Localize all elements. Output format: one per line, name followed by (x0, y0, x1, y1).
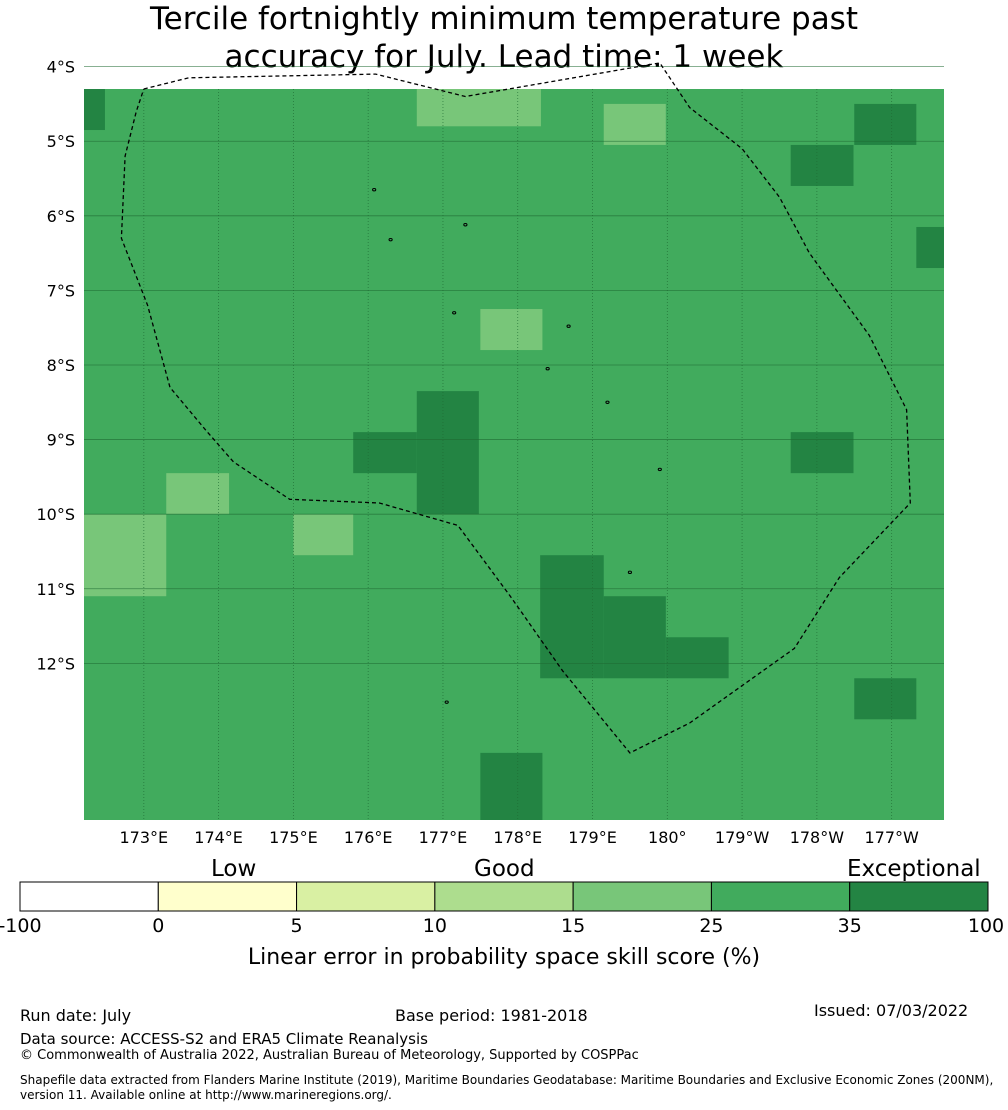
lon-tick-label: 175°E (269, 828, 318, 847)
skill-cell (790, 144, 854, 186)
skill-cell (480, 752, 543, 820)
skill-cell (84, 514, 167, 597)
skill-cell (790, 432, 854, 474)
lon-tick-label: 178°E (493, 828, 542, 847)
island (545, 367, 550, 371)
colorbar-label: Linear error in probability space skill … (247, 945, 761, 970)
skill-cell (854, 678, 917, 720)
island (452, 311, 457, 315)
data-source: Data source: ACCESS-S2 and ERA5 Climate … (20, 1030, 428, 1048)
skill-cell (480, 309, 543, 351)
skill-cell (603, 596, 666, 679)
colorbar-tick-label: 100 (967, 915, 1005, 937)
title-line-1: Tercile fortnightly minimum temperature … (150, 1, 858, 37)
lat-tick-label: 8°S (47, 356, 75, 375)
lon-tick-label: 178°W (790, 828, 845, 847)
lat-tick-label: 9°S (47, 431, 75, 450)
eez-line (120, 62, 911, 754)
lon-tick-label: 179°E (568, 828, 617, 847)
title-line-2: accuracy for July. Lead time: 1 week (224, 39, 784, 75)
colorbar-tick-label: 15 (561, 915, 586, 937)
lat-tick-label: 10°S (36, 505, 75, 524)
colorbar-segment (710, 881, 851, 912)
graticule (84, 66, 944, 820)
island (605, 400, 610, 404)
shapefile-credit-2: version 11. Available online at http://w… (20, 1088, 392, 1102)
copyright: © Commonwealth of Australia 2022, Austra… (20, 1048, 639, 1063)
lon-tick-label: 173°E (119, 828, 168, 847)
lon-tick-label: 177°E (419, 828, 468, 847)
island (372, 187, 377, 192)
category-good: Good (474, 856, 535, 882)
map-title: Tercile fortnightly minimum temperature … (0, 0, 1008, 76)
lat-tick-label: 11°S (36, 580, 75, 599)
lon-tick-label: 180° (648, 828, 687, 847)
lat-tick-label: 7°S (47, 281, 75, 300)
skill-cell (854, 103, 917, 145)
skill-cell (603, 103, 666, 145)
skill-cell (353, 432, 417, 474)
colorbar-tick-label: 25 (699, 915, 724, 937)
skill-cell (916, 226, 944, 269)
colorbar-tick-label: -100 (0, 915, 42, 937)
skill-cell (416, 89, 541, 127)
island (444, 700, 449, 704)
colorbar-tick-label: 5 (290, 915, 303, 937)
lat-tick-label: 4°S (47, 58, 75, 77)
colorbar-segment (19, 881, 159, 912)
axis-ticks: 173°E 174°E 175°E 176°E 177°E 178°E 179°E 180° 1… (36, 58, 919, 847)
shapefile-credit: Shapefile data extracted from Flanders M… (20, 1073, 994, 1087)
colorbar-tick-label: 35 (837, 915, 862, 937)
colorbar-segment (434, 881, 574, 912)
category-low: Low (211, 856, 257, 882)
colorbar-segment (572, 881, 712, 912)
colorbar-segment (296, 881, 436, 912)
run-date: Run date: July (20, 1006, 132, 1025)
lat-tick-label: 6°S (47, 207, 75, 226)
lon-tick-label: 174°E (194, 828, 243, 847)
lat-tick-label: 12°S (36, 654, 75, 673)
issued-date: Issued: 07/03/2022 (814, 1001, 969, 1020)
skill-cell (293, 514, 354, 556)
lon-tick-label: 177°W (864, 828, 919, 847)
colorbar-tick-label: 0 (152, 915, 165, 937)
island (566, 324, 571, 328)
lon-tick-label: 179°W (715, 828, 770, 847)
eez-boundary (120, 62, 911, 754)
island (627, 570, 633, 575)
island (463, 223, 468, 227)
lon-tick-label: 176°E (344, 828, 393, 847)
skill-cells (84, 89, 944, 820)
coastline-islands (372, 187, 662, 704)
skill-cell (84, 89, 105, 131)
category-exceptional: Exceptional (847, 856, 981, 882)
skill-cell (416, 391, 479, 515)
colorbar-segment (849, 881, 989, 912)
skill-cell (166, 473, 230, 515)
island (657, 467, 662, 472)
skill-cell (665, 637, 729, 679)
colorbar-segment (157, 881, 298, 912)
skill-cell (540, 555, 604, 679)
lat-tick-label: 5°S (47, 132, 75, 151)
island (388, 237, 393, 242)
base-period: Base period: 1981-2018 (395, 1006, 588, 1025)
colorbar (19, 881, 989, 912)
colorbar-tick-label: 10 (422, 915, 447, 937)
